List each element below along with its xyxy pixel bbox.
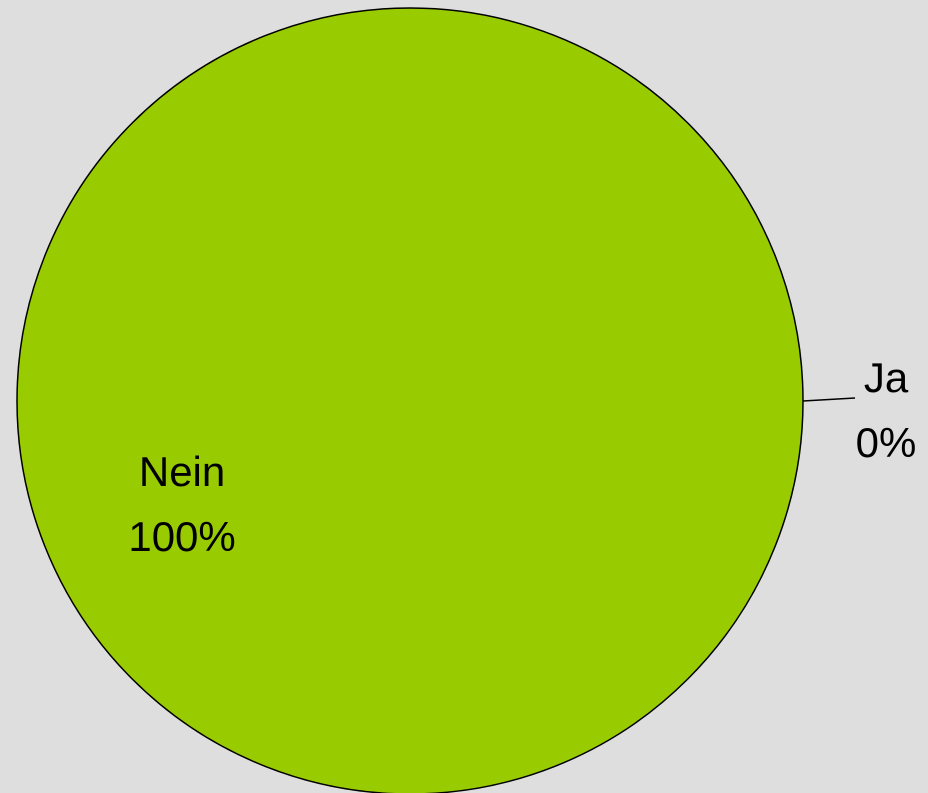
slice-value-label: 0% — [856, 419, 917, 466]
pie-slice — [16, 7, 804, 793]
slice-value-label: 100% — [128, 513, 235, 560]
slice-label: Nein — [139, 448, 225, 495]
slice-label: Ja — [864, 354, 909, 401]
leader-line — [802, 397, 856, 402]
